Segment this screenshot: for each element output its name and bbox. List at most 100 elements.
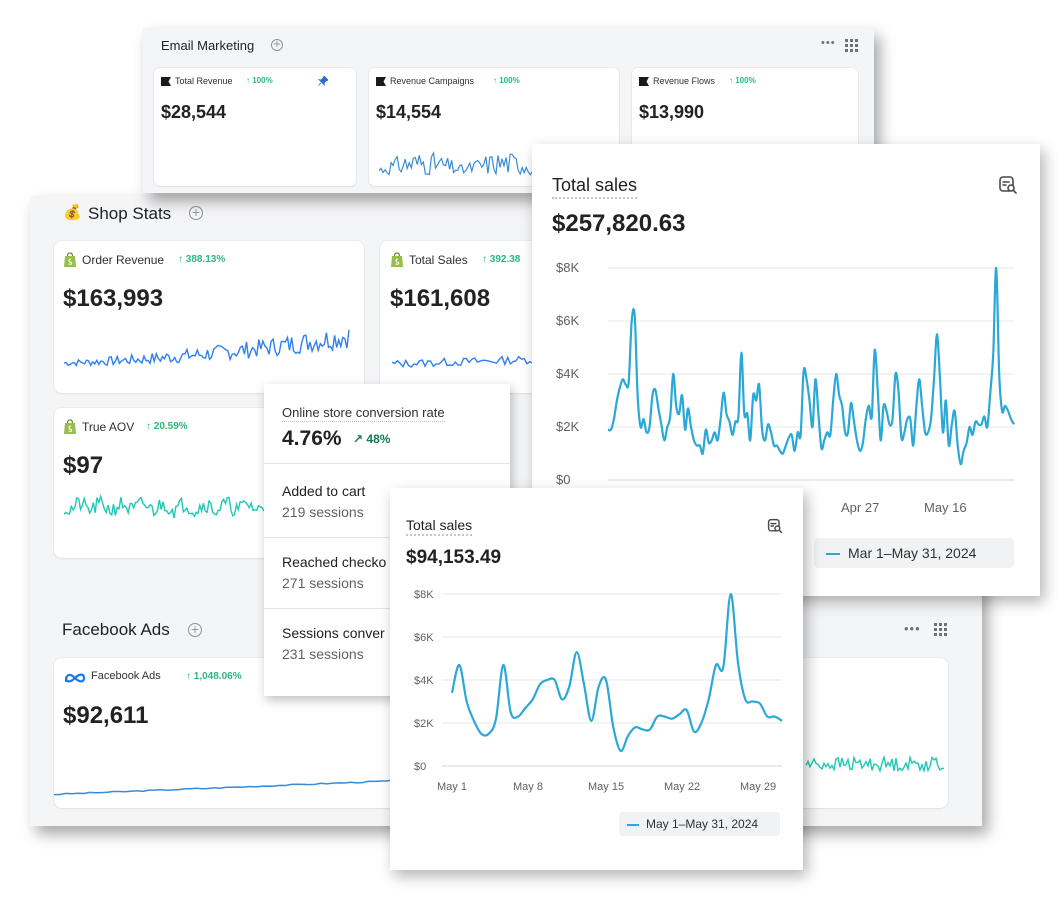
series-line — [450, 592, 783, 753]
card-value: $97 — [63, 452, 104, 479]
card-label: Facebook Ads — [91, 670, 161, 682]
legend-label: May 1–May 31, 2024 — [646, 817, 759, 831]
chart-legend[interactable]: May 1–May 31, 2024 — [619, 812, 780, 836]
shopify-bag-icon — [391, 252, 403, 267]
report-search-icon[interactable] — [998, 175, 1018, 195]
divider — [264, 608, 510, 609]
funnel-step-sessions-converted[interactable]: Sessions conver 231 sessions — [282, 625, 385, 662]
email-marketing-title: Email Marketing — [161, 38, 255, 53]
trend-value: 100% — [735, 76, 756, 85]
money-bag-icon: 💰 — [63, 204, 82, 221]
step-sessions: 219 sessions — [282, 504, 364, 520]
card-label: Revenue Flows — [653, 76, 716, 86]
conversion-rate-title: Online store conversion rate — [282, 405, 445, 422]
card-label: Revenue Campaigns — [390, 76, 475, 86]
facebook-ads-title: Facebook Ads — [62, 620, 170, 639]
shop-stats-title: Shop Stats — [88, 204, 172, 223]
trend-badge: ↑ 100% — [729, 76, 756, 85]
klaviyo-flag-icon — [376, 77, 386, 86]
total-revenue-card[interactable]: Total Revenue ↑ 100% $28,544 — [154, 68, 356, 186]
conversion-rate-change: ↗ 48% — [353, 432, 391, 446]
x-tick-label: May 8 — [513, 781, 543, 793]
card-label: True AOV — [82, 420, 135, 434]
y-tick-label: $4K — [414, 675, 434, 687]
y-tick-label: $6K — [414, 632, 434, 644]
drag-grid-icon[interactable] — [934, 623, 947, 636]
x-tick-label: May 22 — [664, 781, 701, 793]
y-tick-label: $2K — [414, 718, 434, 730]
add-widget-icon[interactable]: + — [271, 39, 283, 51]
trend-value: 392.38 — [489, 254, 521, 265]
step-label: Sessions conver — [282, 625, 385, 641]
trend-value: 100% — [499, 76, 520, 85]
y-tick-label: $6K — [556, 313, 579, 328]
drag-grid-icon[interactable] — [845, 39, 858, 52]
card-label: Total Revenue — [175, 76, 233, 86]
step-sessions: 231 sessions — [282, 646, 364, 662]
shopify-bag-icon — [64, 419, 76, 434]
legend-swatch — [627, 823, 639, 826]
trend-value: 100% — [252, 76, 273, 85]
series-line — [607, 266, 1015, 466]
card-value: $13,990 — [639, 102, 705, 122]
card-label: Order Revenue — [82, 253, 165, 267]
y-tick-label: $2K — [556, 419, 579, 434]
funnel-step-added-to-cart[interactable]: Added to cart 219 sessions — [282, 483, 365, 520]
trend-badge: ↑ 388.13% — [178, 254, 226, 265]
chart-legend[interactable]: Mar 1–May 31, 2024 — [814, 538, 1014, 568]
card-value: $161,608 — [390, 285, 491, 312]
step-label: Added to cart — [282, 483, 366, 499]
chart-title[interactable]: Total sales — [552, 175, 638, 199]
x-tick-label: May 16 — [924, 500, 967, 515]
facebook-ads-sparkline — [54, 754, 945, 796]
chart-title[interactable]: Total sales — [406, 517, 473, 536]
pin-icon[interactable] — [318, 76, 328, 86]
total-sales-small-chart: $0 $2K $4K $6K $8K — [414, 589, 783, 773]
trend-badge: ↑ 20.59% — [146, 421, 188, 432]
change-value: 48% — [366, 432, 391, 446]
card-label: Total Sales — [409, 253, 468, 267]
order-revenue-sparkline — [64, 329, 350, 367]
funnel-step-reached-checkout[interactable]: Reached checko 271 sessions — [282, 554, 386, 591]
klaviyo-flag-icon — [161, 77, 171, 86]
y-tick-label: $8K — [414, 589, 434, 601]
trend-value: 1,048.06% — [193, 671, 242, 682]
trend-badge: ↑ 1,048.06% — [186, 671, 242, 682]
x-tick-label: May 29 — [740, 781, 777, 793]
card-value: $92,611 — [63, 702, 149, 729]
report-search-icon[interactable] — [767, 518, 783, 534]
klaviyo-flag-icon — [639, 77, 649, 86]
trend-badge: ↑ 100% — [493, 76, 520, 85]
add-widget-icon[interactable]: + — [189, 206, 203, 220]
trend-badge: ↑ 100% — [246, 76, 273, 85]
y-tick-label: $0 — [414, 761, 426, 773]
step-label: Reached checko — [282, 554, 387, 570]
more-options-icon[interactable]: ••• — [904, 621, 921, 636]
y-tick-label: $8K — [556, 260, 579, 275]
total-sales-large-chart: $0 $2K $4K $6K $8K — [556, 260, 1015, 487]
divider — [264, 463, 510, 464]
legend-swatch — [826, 553, 840, 556]
chart-total: $257,820.63 — [552, 210, 686, 237]
meta-logo-icon — [64, 673, 86, 683]
x-tick-label: Apr 27 — [841, 500, 880, 515]
chart-total: $94,153.49 — [406, 547, 502, 568]
legend-label: Mar 1–May 31, 2024 — [848, 545, 977, 561]
shopify-bag-icon — [64, 252, 76, 267]
card-value: $163,993 — [63, 285, 164, 312]
trend-badge: ↑ 392.38 — [482, 254, 521, 265]
y-tick-label: $0 — [556, 472, 570, 487]
total-sales-small-panel: Total sales $94,153.49 $0 $2K $4K $6K $8K Ma… — [390, 488, 803, 870]
trend-value: 20.59% — [153, 421, 188, 432]
card-value: $14,554 — [376, 102, 442, 122]
step-sessions: 271 sessions — [282, 575, 364, 591]
order-revenue-card[interactable]: Order Revenue ↑ 388.13% $163,993 — [54, 241, 364, 393]
more-options-icon[interactable]: ••• — [821, 37, 836, 49]
trend-value: 388.13% — [185, 254, 226, 265]
true-aov-sparkline — [64, 494, 264, 519]
card-value: $28,544 — [161, 102, 227, 122]
add-widget-icon[interactable]: + — [188, 623, 202, 637]
conversion-rate-value: 4.76% — [282, 427, 342, 450]
y-tick-label: $4K — [556, 366, 579, 381]
x-tick-label: May 1 — [437, 781, 467, 793]
